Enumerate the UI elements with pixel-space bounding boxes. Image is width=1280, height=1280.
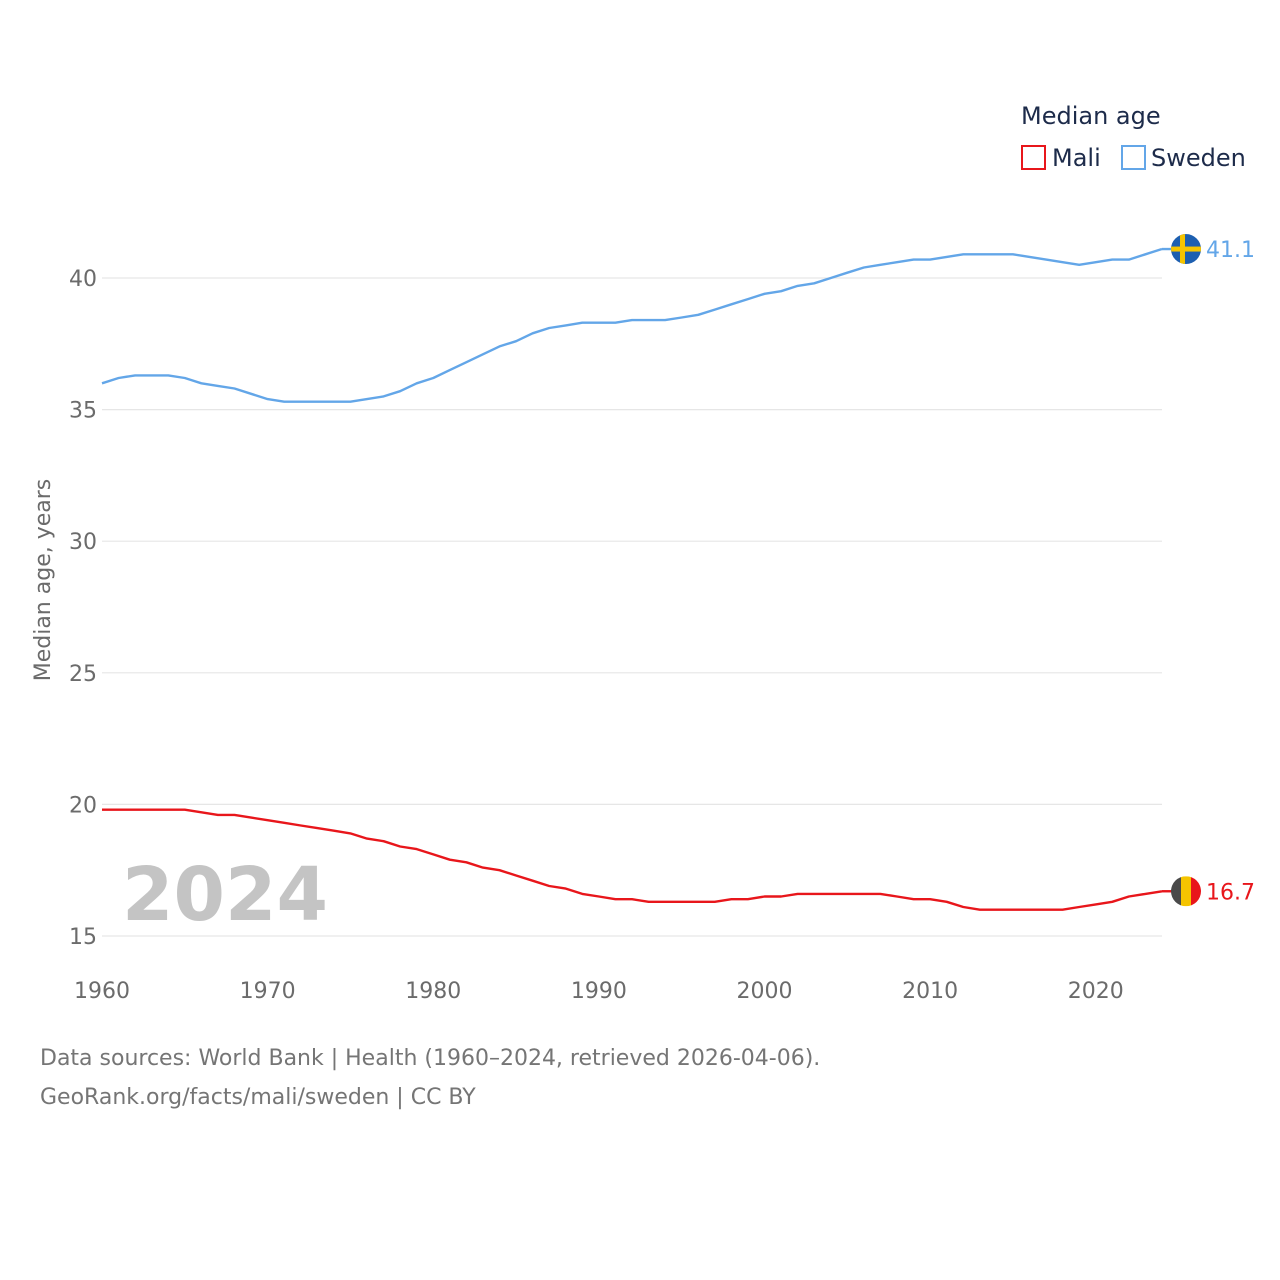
x-tick-label: 1980 [405, 979, 461, 1004]
y-tick-label: 40 [69, 267, 97, 292]
end-value-label-mali: 16.7 [1206, 880, 1255, 905]
series-line-sweden[interactable] [101, 247, 1163, 403]
x-axis-ticks: 1960 1970 1980 1990 2000 2010 2020 [74, 979, 1124, 1004]
legend-swatch-mali[interactable] [1021, 145, 1046, 170]
legend-label-sweden[interactable]: Sweden [1151, 144, 1246, 172]
x-tick-label: 2000 [737, 979, 793, 1004]
x-tick-label: 2020 [1068, 979, 1124, 1004]
end-markers: 16.7 41.1 [1162, 234, 1255, 907]
y-tick-label: 30 [69, 530, 97, 555]
x-tick-label: 1970 [240, 979, 296, 1004]
y-axis-ticks: 15 20 25 30 35 40 [69, 267, 97, 950]
y-tick-label: 15 [69, 925, 97, 950]
x-tick-label: 1960 [74, 979, 130, 1004]
y-tick-label: 25 [69, 662, 97, 687]
mali-flag-icon [1171, 876, 1201, 907]
series-line-mali[interactable] [102, 808, 1163, 911]
legend: Median age Mali Sweden [1021, 102, 1246, 172]
series-lines [101, 247, 1163, 911]
legend-swatch-sweden[interactable] [1121, 145, 1146, 170]
y-tick-label: 35 [69, 399, 97, 424]
y-tick-label: 20 [69, 793, 97, 818]
sweden-flag-icon [1171, 234, 1201, 265]
year-label: 2024 [122, 852, 328, 938]
x-tick-label: 2010 [902, 979, 958, 1004]
y-axis-label: Median age, years [31, 479, 56, 682]
footer-credit: GeoRank.org/facts/mali/sweden | CC BY [40, 1085, 476, 1110]
gridlines [102, 277, 1162, 937]
footer-sources: Data sources: World Bank | Health (1960–… [40, 1046, 821, 1071]
x-tick-label: 1990 [571, 979, 627, 1004]
legend-label-mali[interactable]: Mali [1052, 144, 1101, 172]
legend-title: Median age [1021, 102, 1161, 130]
end-value-label-sweden: 41.1 [1206, 238, 1255, 263]
